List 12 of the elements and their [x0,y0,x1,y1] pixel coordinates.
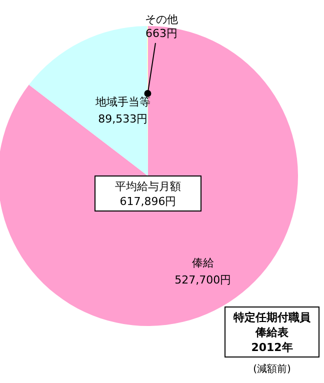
slice-label: 地域手当等 [94,95,150,108]
data-label: 89,533円 [98,112,148,126]
text: 平均給与月額 [115,180,181,193]
slice-label: その他 [144,13,178,26]
slice-label: 俸給 [192,256,214,270]
text: 特定任期付職員 [232,311,312,324]
data-label: 663円 [145,27,178,40]
data-label: 527,700円 [174,274,232,287]
text: (減額前) [253,363,291,375]
text: 2012年 [251,341,293,354]
text: 俸給表 [254,326,290,339]
text: 617,896円 [120,195,176,208]
